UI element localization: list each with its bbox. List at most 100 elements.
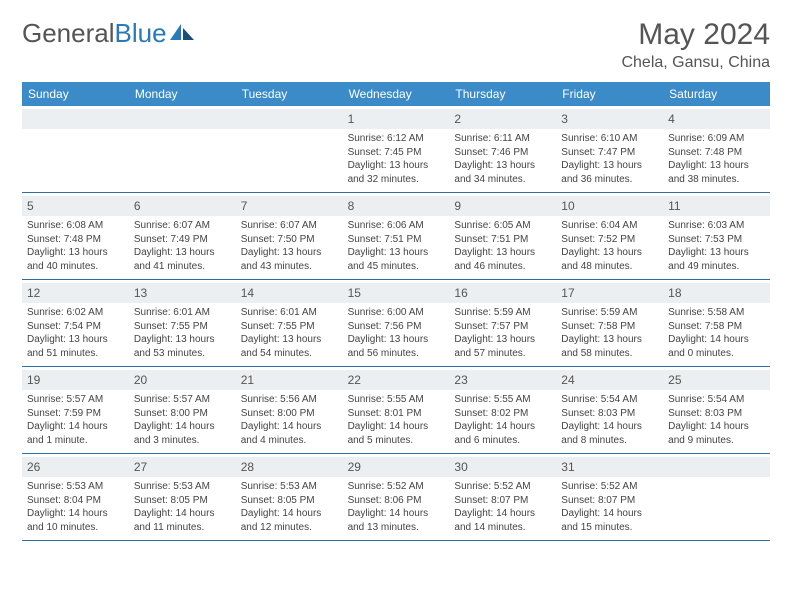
day-number: 15 [343,283,450,303]
day-info-line: Daylight: 13 hours and 53 minutes. [134,333,231,360]
day-number: 27 [129,457,236,477]
day-info-line: Sunrise: 6:06 AM [348,219,445,233]
day-number: 2 [449,109,556,129]
day-info-line: Sunrise: 5:54 AM [668,393,765,407]
day-number: 22 [343,370,450,390]
logo-sail-icon [170,18,196,49]
weekday-header: Thursday [449,82,556,106]
day-cell: 30Sunrise: 5:52 AMSunset: 8:07 PMDayligh… [449,454,556,540]
day-number: 28 [236,457,343,477]
day-info-line: Sunrise: 6:00 AM [348,306,445,320]
day-info-line: Daylight: 14 hours and 11 minutes. [134,507,231,534]
day-info-line: Sunset: 7:51 PM [454,233,551,247]
month-title: May 2024 [621,18,770,52]
day-info-line: Daylight: 14 hours and 5 minutes. [348,420,445,447]
day-info-line: Sunrise: 5:57 AM [134,393,231,407]
day-info-line: Daylight: 14 hours and 4 minutes. [241,420,338,447]
day-info-line: Sunset: 8:06 PM [348,494,445,508]
day-info-line: Daylight: 13 hours and 54 minutes. [241,333,338,360]
day-cell: 17Sunrise: 5:59 AMSunset: 7:58 PMDayligh… [556,280,663,366]
day-cell: 31 Sunrise: 5:52 AMSunset: 8:07 PMDayligh… [556,454,663,540]
day-number: 21 [236,370,343,390]
day-info-line: Sunset: 7:57 PM [454,320,551,334]
day-info-line: Sunset: 8:01 PM [348,407,445,421]
day-cell: 1Sunrise: 6:12 AMSunset: 7:45 PMDaylight… [343,106,450,192]
calendar: SundayMondayTuesdayWednesdayThursdayFrid… [22,82,770,541]
day-info-line: Sunset: 7:55 PM [134,320,231,334]
day-info-line: Sunset: 8:02 PM [454,407,551,421]
day-info-line: Sunrise: 6:04 AM [561,219,658,233]
day-cell: 16Sunrise: 5:59 AMSunset: 7:57 PMDayligh… [449,280,556,366]
day-number: 11 [663,196,770,216]
day-info-line: Sunrise: 5:52 AM [561,480,658,494]
day-info-line: Sunset: 8:05 PM [134,494,231,508]
day-cell: 21 Sunrise: 5:56 AMSunset: 8:00 PMDayligh… [236,367,343,453]
day-info-line: Sunrise: 6:08 AM [27,219,124,233]
day-cell: 12Sunrise: 6:02 AMSunset: 7:54 PMDayligh… [22,280,129,366]
day-info-line: Sunset: 7:46 PM [454,146,551,160]
day-info-line: Sunset: 7:45 PM [348,146,445,160]
day-cell: 13 Sunrise: 6:01 AMSunset: 7:55 PMDayligh… [129,280,236,366]
day-cell: 14Sunrise: 6:01 AMSunset: 7:55 PMDayligh… [236,280,343,366]
day-info-line: Daylight: 13 hours and 49 minutes. [668,246,765,273]
day-cell: 11 Sunrise: 6:03 AMSunset: 7:53 PMDayligh… [663,193,770,279]
week-row: 12Sunrise: 6:02 AMSunset: 7:54 PMDayligh… [22,280,770,367]
week-row: 1Sunrise: 6:12 AMSunset: 7:45 PMDaylight… [22,106,770,193]
day-number: 25 [663,370,770,390]
day-info-line: Sunset: 8:00 PM [134,407,231,421]
day-info-line: Sunset: 8:07 PM [561,494,658,508]
day-info-line: Sunset: 7:53 PM [668,233,765,247]
day-info-line: Daylight: 14 hours and 15 minutes. [561,507,658,534]
brand-logo: GeneralBlue [22,18,196,49]
page-header: GeneralBlue May 2024 Chela, Gansu, China [22,18,770,72]
location-label: Chela, Gansu, China [621,54,770,72]
day-number: 31 [556,457,663,477]
weekday-header-row: SundayMondayTuesdayWednesdayThursdayFrid… [22,82,770,106]
day-info-line: Sunset: 7:48 PM [668,146,765,160]
day-info-line: Sunrise: 5:55 AM [348,393,445,407]
day-cell: 9Sunrise: 6:05 AMSunset: 7:51 PMDaylight… [449,193,556,279]
day-info-line: Sunrise: 5:56 AM [241,393,338,407]
day-info-line: Daylight: 13 hours and 45 minutes. [348,246,445,273]
day-cell: 10Sunrise: 6:04 AMSunset: 7:52 PMDayligh… [556,193,663,279]
day-info-line: Sunrise: 5:59 AM [454,306,551,320]
logo-text-general: General [22,18,115,49]
week-row: 19Sunrise: 5:57 AMSunset: 7:59 PMDayligh… [22,367,770,454]
day-info-line: Daylight: 13 hours and 32 minutes. [348,159,445,186]
day-info-line: Sunrise: 6:02 AM [27,306,124,320]
day-number: 23 [449,370,556,390]
day-info-line: Daylight: 13 hours and 43 minutes. [241,246,338,273]
day-cell: 3 Sunrise: 6:10 AMSunset: 7:47 PMDaylight… [556,106,663,192]
day-info-line: Daylight: 14 hours and 13 minutes. [348,507,445,534]
day-info-line: Daylight: 13 hours and 36 minutes. [561,159,658,186]
day-info-line: Daylight: 14 hours and 14 minutes. [454,507,551,534]
day-info-line: Sunset: 8:00 PM [241,407,338,421]
day-info-line: Daylight: 13 hours and 46 minutes. [454,246,551,273]
day-info-line: Sunset: 8:05 PM [241,494,338,508]
day-info-line: Daylight: 13 hours and 41 minutes. [134,246,231,273]
day-info-line: Daylight: 14 hours and 1 minute. [27,420,124,447]
day-cell: 6Sunrise: 6:07 AMSunset: 7:49 PMDaylight… [129,193,236,279]
day-number: 13 [129,283,236,303]
day-cell: 7Sunrise: 6:07 AMSunset: 7:50 PMDaylight… [236,193,343,279]
day-info-line: Sunset: 7:48 PM [27,233,124,247]
day-info-line: Sunset: 7:47 PM [561,146,658,160]
logo-text-blue: Blue [115,18,167,49]
day-info-line: Sunrise: 5:58 AM [668,306,765,320]
day-info-line: Sunset: 7:52 PM [561,233,658,247]
day-info-line: Sunrise: 6:01 AM [134,306,231,320]
day-info-line: Sunset: 7:56 PM [348,320,445,334]
day-info-line: Sunset: 7:54 PM [27,320,124,334]
day-number: 16 [449,283,556,303]
day-info-line: Daylight: 13 hours and 40 minutes. [27,246,124,273]
day-info-line: Daylight: 13 hours and 38 minutes. [668,159,765,186]
day-cell: 24Sunrise: 5:54 AMSunset: 8:03 PMDayligh… [556,367,663,453]
day-info-line: Sunrise: 6:03 AM [668,219,765,233]
day-number: 7 [236,196,343,216]
day-number: 29 [343,457,450,477]
weekday-header: Sunday [22,82,129,106]
day-info-line: Sunrise: 6:10 AM [561,132,658,146]
day-number: 17 [556,283,663,303]
day-number: 3 [556,109,663,129]
day-number: 30 [449,457,556,477]
